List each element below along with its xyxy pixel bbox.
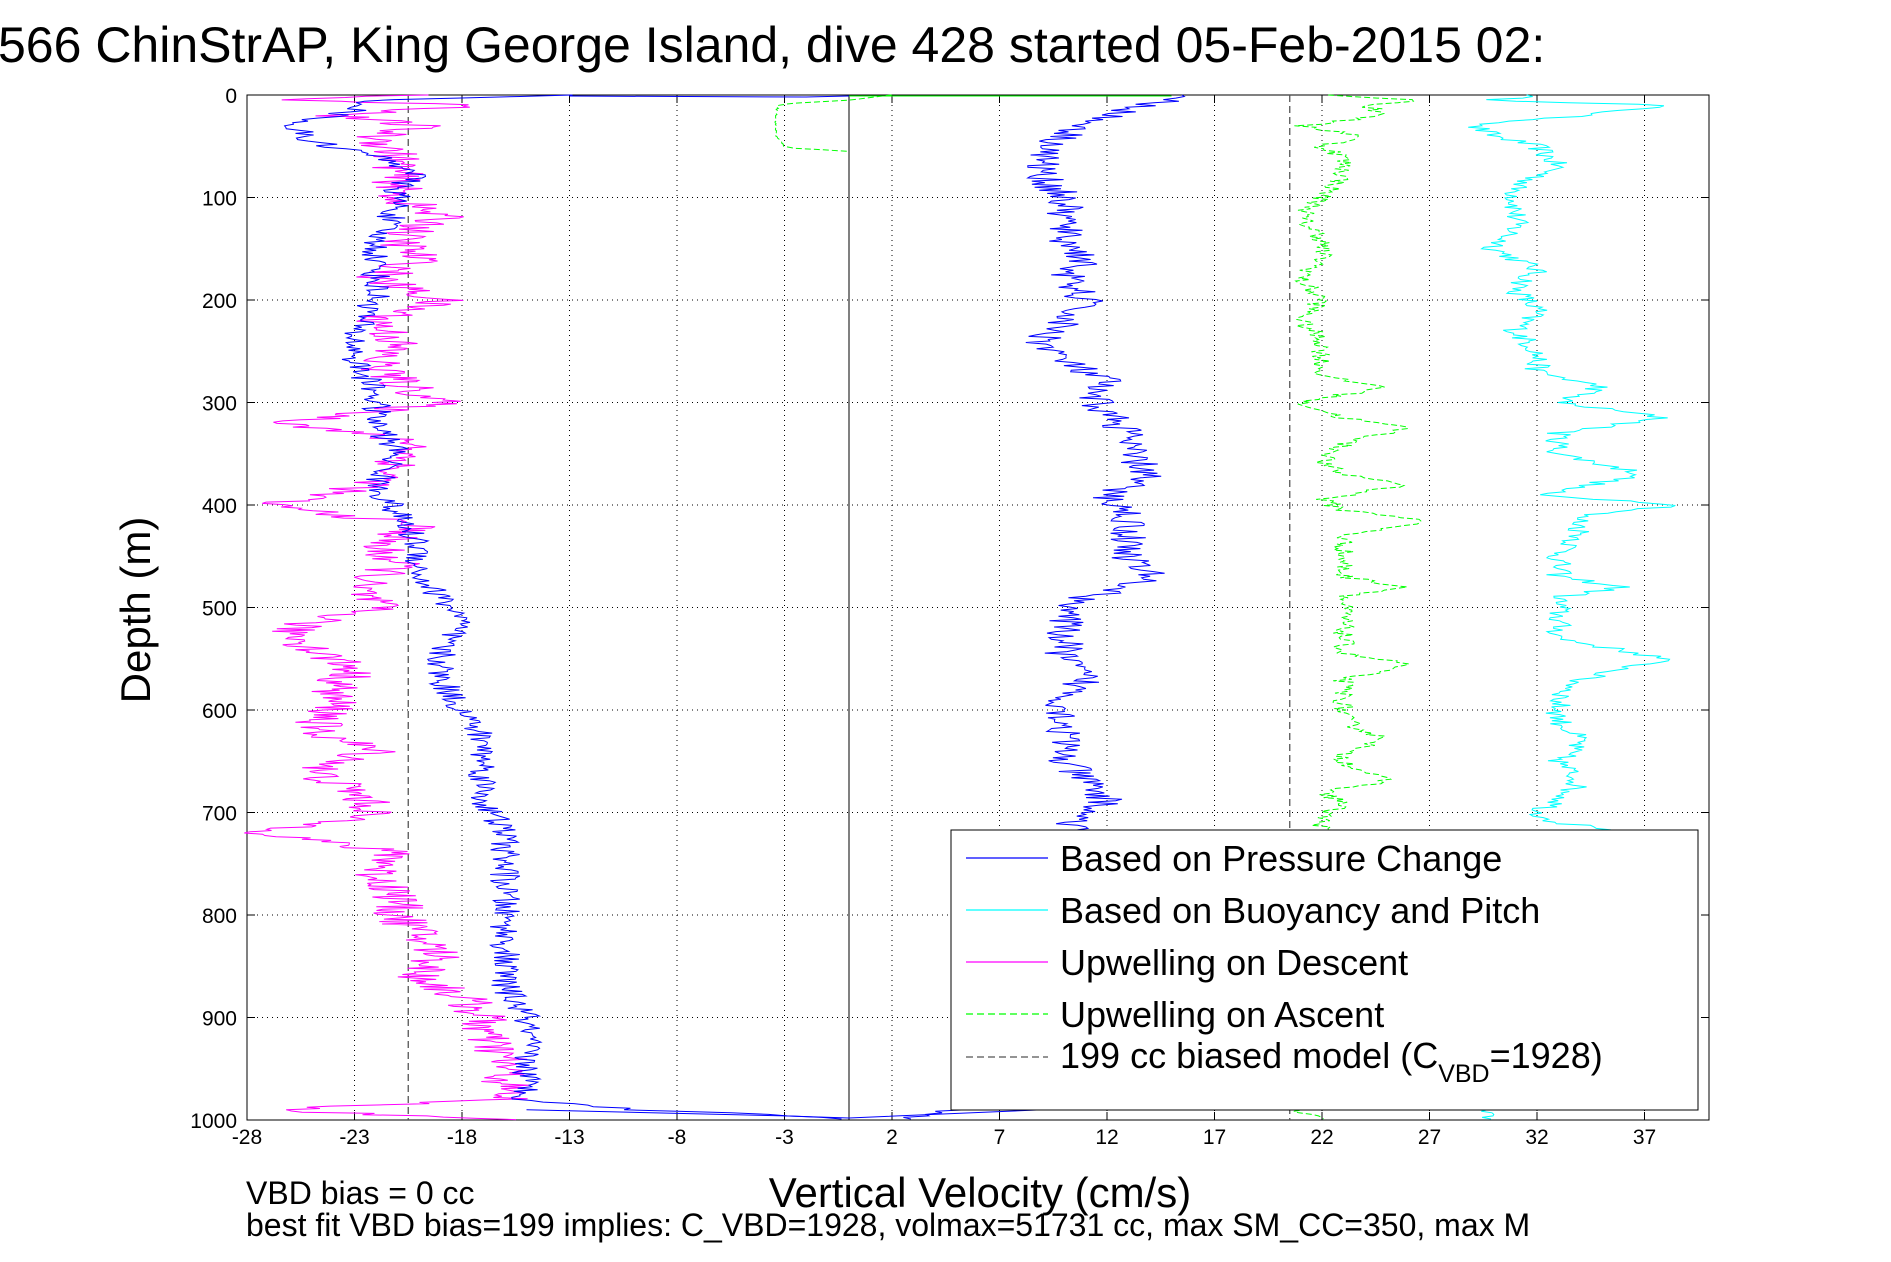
legend-label-model-suffix: =1928) xyxy=(1490,1035,1603,1076)
x-tick-label: 37 xyxy=(1633,1126,1656,1149)
series-pressure-surface xyxy=(569,95,850,98)
legend-label-descent: Upwelling on Descent xyxy=(1060,942,1408,983)
x-tick-label: -28 xyxy=(232,1126,262,1149)
series-pressure-bottom xyxy=(526,1109,850,1119)
legend-box xyxy=(950,829,1699,1111)
y-tick-label: 600 xyxy=(202,700,237,723)
x-tick-label: -13 xyxy=(554,1126,584,1149)
y-tick-label: 0 xyxy=(225,85,237,108)
y-tick-label: 900 xyxy=(202,1008,237,1031)
y-tick-label: 400 xyxy=(202,495,237,518)
x-tick-label: 2 xyxy=(886,1126,898,1149)
x-tick-label: 12 xyxy=(1095,1126,1118,1149)
legend-label-buoyancy: Based on Buoyancy and Pitch xyxy=(1060,890,1540,931)
legend: Based on Pressure Change Based on Buoyan… xyxy=(950,829,1699,1111)
x-tick-label: -18 xyxy=(447,1126,477,1149)
x-tick-label: 17 xyxy=(1203,1126,1226,1149)
y-tick-label: 700 xyxy=(202,803,237,826)
x-ticks: -28 -23 -18 -13 -8 -3 2 7 12 17 22 27 32 37 xyxy=(232,95,1656,1149)
series-upwelling-descent xyxy=(244,94,530,1121)
y-tick-label: 500 xyxy=(202,598,237,621)
y-tick-label: 100 xyxy=(202,188,237,211)
legend-label-pressure: Based on Pressure Change xyxy=(1060,838,1502,879)
legend-label-ascent: Upwelling on Ascent xyxy=(1060,994,1384,1035)
chart-title: 566 ChinStrAP, King George Island, dive … xyxy=(0,17,1545,73)
y-tick-label: 300 xyxy=(202,393,237,416)
legend-label-model-sub: VBD xyxy=(1438,1060,1489,1088)
y-tick-label: 800 xyxy=(202,905,237,928)
x-tick-label: -23 xyxy=(339,1126,369,1149)
x-tick-label: -3 xyxy=(775,1126,794,1149)
legend-label-model-main: 199 cc biased model (C xyxy=(1060,1035,1438,1076)
y-ticks: 0 100 200 300 400 500 600 700 800 900 1000 xyxy=(190,85,1709,1133)
x-tick-label: 22 xyxy=(1310,1126,1333,1149)
x-tick-label: 32 xyxy=(1525,1126,1548,1149)
y-tick-label: 1000 xyxy=(190,1110,237,1133)
vbd-bias-annotation: VBD bias = 0 cc xyxy=(246,1175,475,1211)
x-tick-label: 7 xyxy=(994,1126,1006,1149)
x-axis-label: Vertical Velocity (cm/s) xyxy=(769,1169,1191,1216)
legend-label-model: 199 cc biased model (CVBD=1928) xyxy=(1060,1035,1603,1088)
x-tick-label: -8 xyxy=(668,1126,687,1149)
series-upwelling-ascent-top xyxy=(774,94,892,152)
series-group xyxy=(244,94,1696,1121)
series-pressure-descent xyxy=(283,94,842,1120)
y-axis-label: Depth (m) xyxy=(112,517,159,704)
x-tick-label: 27 xyxy=(1418,1126,1441,1149)
best-fit-annotation: best fit VBD bias=199 implies: C_VBD=192… xyxy=(246,1207,1530,1243)
y-tick-label: 200 xyxy=(202,290,237,313)
